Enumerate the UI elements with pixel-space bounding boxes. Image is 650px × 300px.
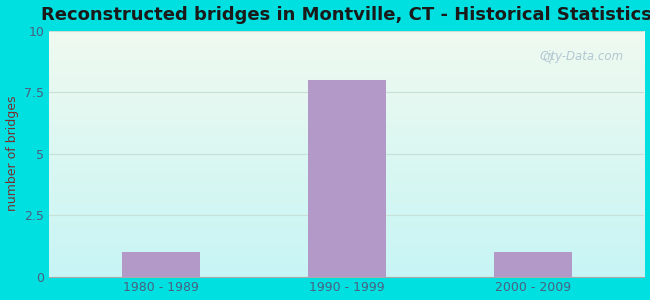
- Text: City-Data.com: City-Data.com: [540, 50, 623, 63]
- Bar: [307, 80, 386, 277]
- Bar: [122, 252, 200, 277]
- Y-axis label: number of bridges: number of bridges: [6, 96, 19, 212]
- Bar: [494, 252, 572, 277]
- Title: Reconstructed bridges in Montville, CT - Historical Statistics: Reconstructed bridges in Montville, CT -…: [41, 6, 650, 24]
- Text: Q: Q: [542, 52, 552, 64]
